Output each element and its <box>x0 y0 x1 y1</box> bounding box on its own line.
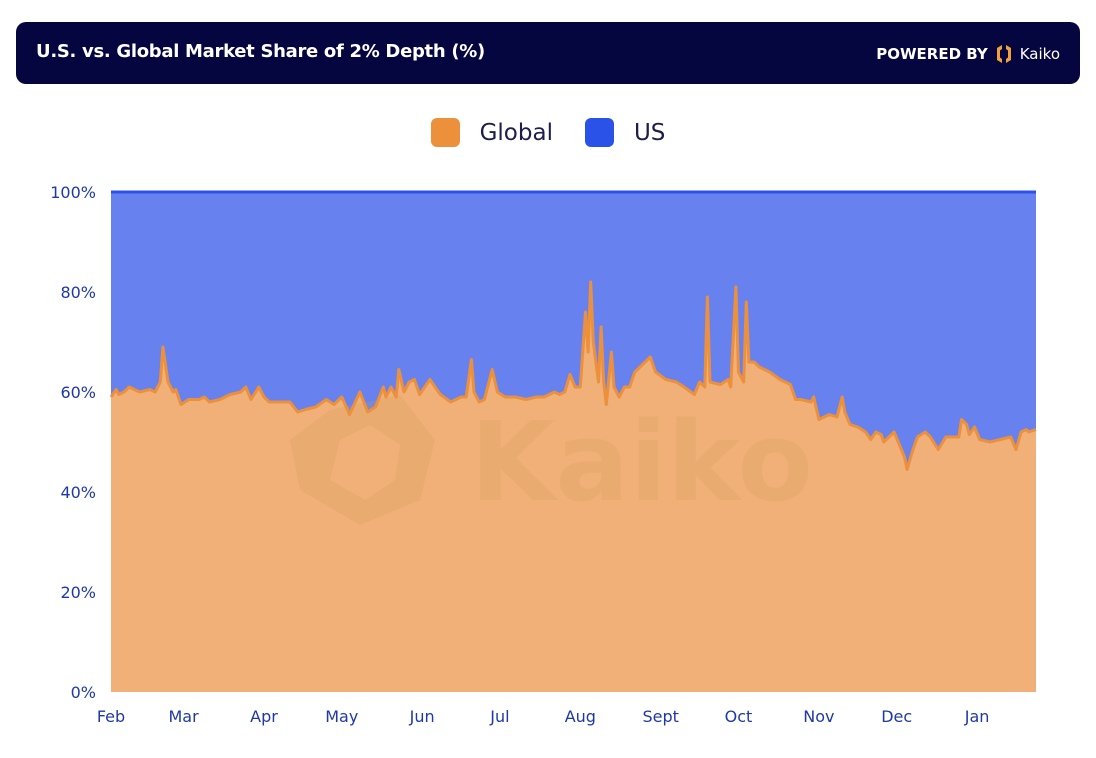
x-tick-label: Sept <box>642 707 678 726</box>
x-tick-label: Jan <box>964 707 990 726</box>
y-tick-label: 60% <box>60 383 96 402</box>
x-tick-label: Mar <box>169 707 200 726</box>
x-axis: Feb Mar Apr May Jun Jul Aug Sept Oct Nov Dec Jan <box>97 707 990 726</box>
watermark-text: Kaiko <box>470 398 813 526</box>
legend-item-us[interactable]: US <box>584 118 666 147</box>
y-tick-label: 100% <box>50 183 96 202</box>
legend-swatch-us <box>584 118 614 147</box>
global-line <box>109 280 1037 471</box>
y-tick-label: 0% <box>71 683 96 702</box>
kaiko-logo-icon <box>996 45 1011 63</box>
legend-item-global[interactable]: Global <box>430 118 553 147</box>
legend-swatch-global <box>430 118 460 147</box>
legend-label-global: Global <box>479 119 553 146</box>
global-area <box>111 282 1036 692</box>
x-tick-label: Jul <box>489 707 509 726</box>
x-tick-label: Oct <box>725 707 753 726</box>
powered-by-label: POWERED BY <box>876 45 988 63</box>
chart-legend: Global US <box>0 118 1096 147</box>
chart-header: U.S. vs. Global Market Share of 2% Depth… <box>16 22 1080 84</box>
x-tick-label: Jun <box>409 707 435 726</box>
chart-title: U.S. vs. Global Market Share of 2% Depth… <box>36 41 485 62</box>
powered-by: POWERED BY Kaiko <box>876 43 1060 65</box>
x-tick-label: Aug <box>565 707 596 726</box>
x-tick-label: Dec <box>881 707 912 726</box>
y-tick-label: 80% <box>60 283 96 302</box>
y-tick-label: 20% <box>60 583 96 602</box>
y-axis: 0% 20% 40% 60% 80% 100% <box>50 183 96 702</box>
y-tick-label: 40% <box>60 483 96 502</box>
x-tick-label: Feb <box>97 707 125 726</box>
brand-name: Kaiko <box>1019 45 1060 63</box>
x-tick-label: Nov <box>803 707 834 726</box>
kaiko-watermark: Kaiko <box>290 395 813 526</box>
x-tick-label: May <box>325 707 358 726</box>
legend-label-us: US <box>633 119 666 146</box>
x-tick-label: Apr <box>250 707 278 726</box>
